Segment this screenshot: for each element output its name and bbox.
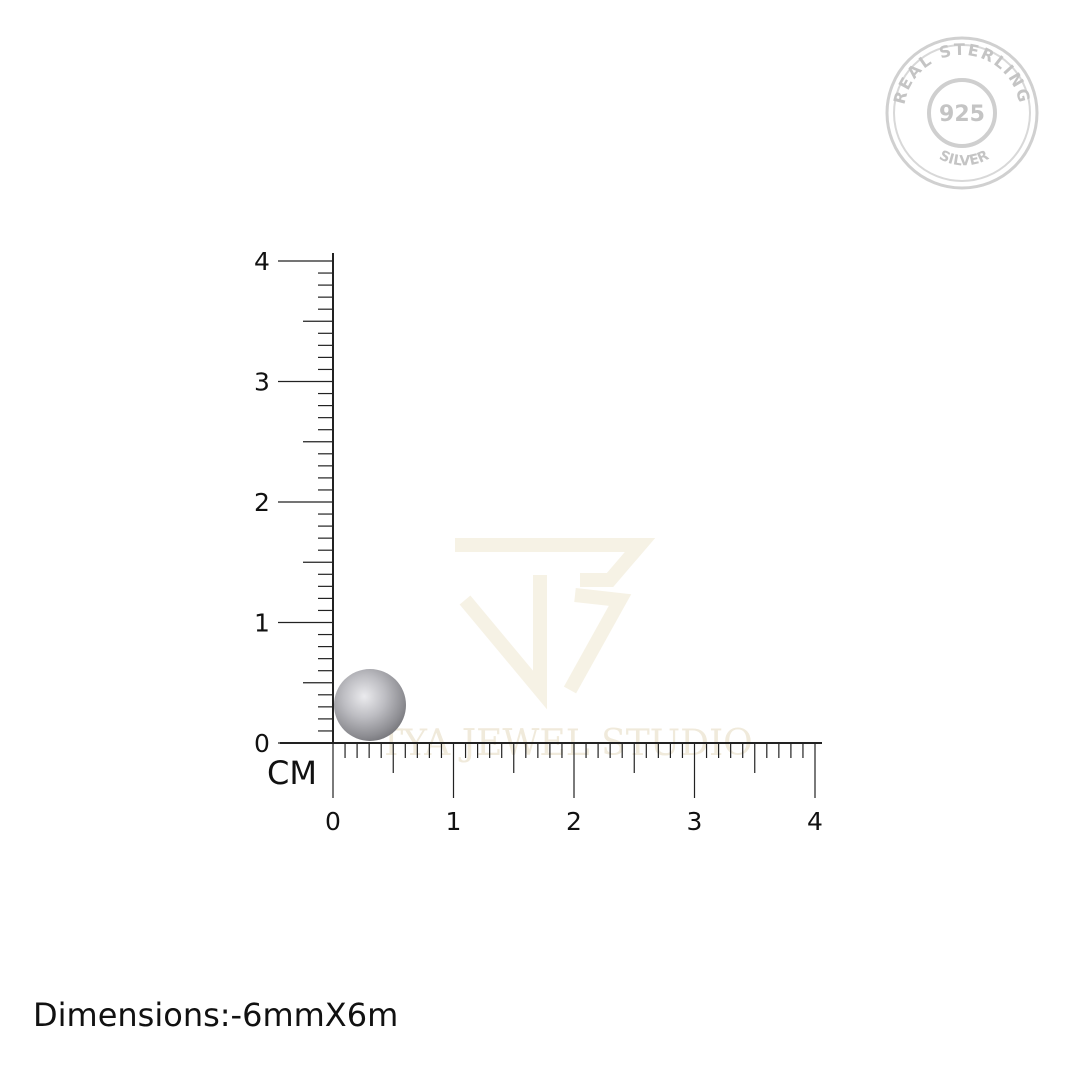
y-axis-labels: 0 1 2 3 4 xyxy=(254,247,270,758)
x-tick-label: 4 xyxy=(807,807,823,836)
x-tick-label: 0 xyxy=(325,807,341,836)
y-tick-label: 0 xyxy=(254,729,270,758)
y-tick-label: 3 xyxy=(254,368,270,397)
y-axis-ticks xyxy=(278,260,333,744)
watermark-logo xyxy=(455,538,656,710)
dimensions-caption: Dimensions:-6mmX6m xyxy=(33,996,399,1034)
x-axis-ticks xyxy=(332,743,816,798)
silver-ball xyxy=(334,669,406,741)
y-tick-label: 2 xyxy=(254,488,270,517)
y-tick-label: 1 xyxy=(254,609,270,638)
y-tick-label: 4 xyxy=(254,247,270,276)
x-tick-label: 2 xyxy=(566,807,582,836)
x-tick-label: 3 xyxy=(687,807,703,836)
ruler: 0 1 2 3 4 0 1 2 3 4 CM xyxy=(254,247,823,836)
sterling-silver-seal: REAL STERLING 925 SILVER xyxy=(885,36,1039,190)
x-axis-labels: 0 1 2 3 4 xyxy=(325,807,823,836)
seal-center-text: 925 xyxy=(939,102,985,127)
x-tick-label: 1 xyxy=(446,807,462,836)
seal-bottom-text: SILVER xyxy=(937,148,992,170)
unit-label: CM xyxy=(267,754,317,792)
